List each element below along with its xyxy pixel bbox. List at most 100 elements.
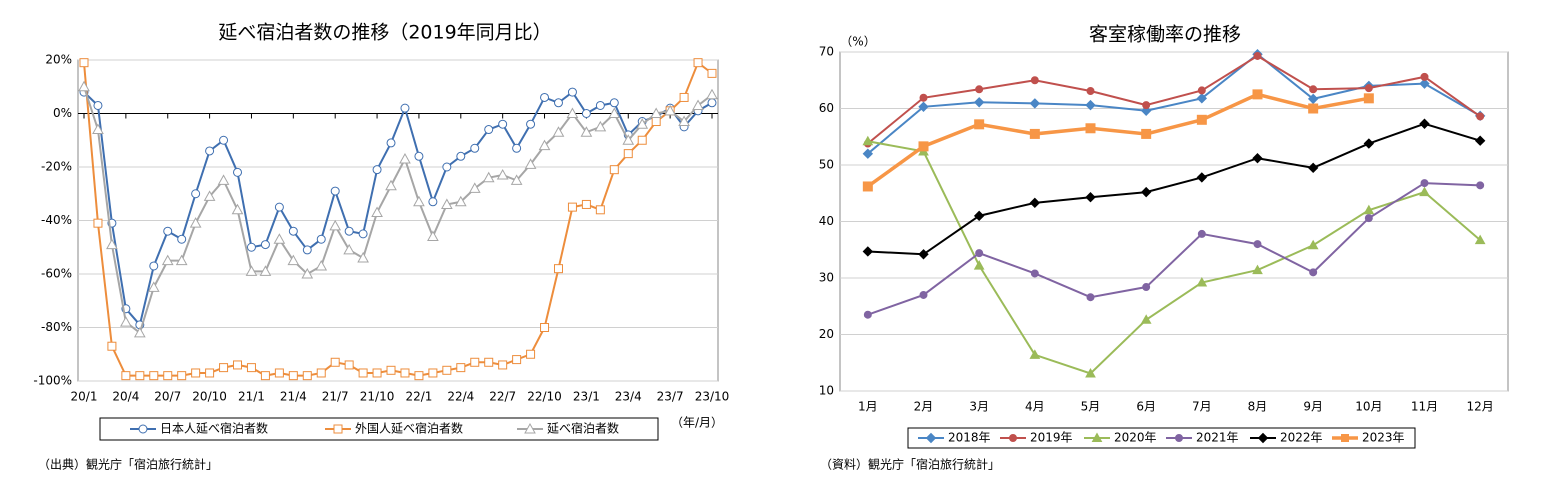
x-tick-label: 23/1: [573, 390, 600, 404]
y-tick-label: -60%: [41, 267, 72, 281]
marker: [975, 85, 984, 94]
marker: [454, 195, 467, 207]
y-tick-label: 50: [819, 158, 834, 172]
marker: [580, 126, 593, 137]
marker: [1140, 105, 1152, 116]
marker: [1419, 186, 1430, 197]
x-tick-label: 12月: [1467, 400, 1494, 414]
legend-box: [907, 427, 1416, 449]
x-tick-label: 22/10: [527, 390, 562, 404]
marker: [147, 281, 160, 292]
marker: [581, 199, 591, 209]
marker: [1140, 186, 1152, 198]
marker: [1142, 101, 1151, 110]
marker: [553, 264, 563, 274]
y-tick-label: 30: [819, 271, 834, 285]
marker: [470, 143, 480, 153]
marker: [637, 135, 647, 145]
marker: [862, 148, 874, 159]
marker: [1030, 76, 1039, 85]
marker: [245, 265, 258, 276]
series-line: [867, 182, 1481, 316]
marker: [274, 368, 284, 378]
x-tick-label: 20/10: [192, 390, 227, 404]
marker: [329, 219, 342, 231]
marker: [1307, 162, 1319, 174]
marker: [1140, 314, 1152, 324]
marker: [191, 368, 201, 378]
marker: [316, 368, 326, 378]
marker: [1029, 98, 1041, 109]
marker: [399, 152, 411, 164]
marker: [177, 234, 187, 244]
series-line: [83, 61, 713, 377]
marker: [259, 265, 272, 276]
marker: [79, 58, 89, 68]
marker: [428, 197, 438, 207]
marker: [1252, 264, 1263, 275]
marker: [315, 259, 328, 271]
marker: [428, 368, 438, 378]
legend-box: [99, 417, 659, 441]
x-tick-label: 6月: [1136, 400, 1156, 414]
marker: [330, 357, 340, 367]
marker: [274, 202, 284, 212]
marker: [273, 233, 286, 244]
marker: [918, 101, 929, 113]
marker: [456, 151, 466, 161]
marker: [1474, 135, 1486, 146]
x-tick-label: 23/7: [657, 390, 684, 404]
marker: [919, 290, 928, 299]
marker: [468, 182, 481, 193]
marker: [120, 316, 132, 327]
marker: [496, 168, 509, 180]
marker: [1252, 89, 1263, 100]
y-tick-label: 10: [819, 384, 834, 398]
marker: [1085, 191, 1096, 203]
marker: [693, 58, 703, 68]
marker: [302, 245, 312, 255]
x-tick-label: 23/4: [615, 390, 642, 404]
marker: [608, 107, 621, 118]
marker: [650, 107, 663, 118]
x-tick-label: 2月: [914, 400, 934, 414]
marker: [1141, 128, 1152, 139]
marker: [246, 242, 256, 252]
marker: [205, 146, 215, 156]
marker: [470, 357, 480, 367]
marker: [526, 349, 536, 359]
marker: [1307, 93, 1319, 105]
y-tick-label: 60: [819, 101, 834, 115]
x-tick-label: 21/1: [238, 390, 265, 404]
marker: [219, 363, 229, 373]
marker: [302, 371, 312, 381]
marker: [386, 138, 396, 148]
marker: [93, 218, 103, 228]
marker: [1029, 197, 1041, 209]
marker: [414, 151, 424, 161]
marker: [622, 134, 635, 145]
marker: [862, 246, 874, 257]
source-note: （出典）観光庁「宿泊旅行統計」: [38, 457, 218, 472]
marker: [163, 226, 173, 236]
x-tick-label: 21/4: [280, 390, 307, 404]
y-tick-label: 0%: [53, 106, 72, 120]
marker: [93, 100, 103, 110]
legend-label: 2020年: [1114, 431, 1157, 445]
marker: [1085, 367, 1096, 378]
marker: [1253, 51, 1262, 60]
marker: [510, 174, 523, 185]
marker: [78, 80, 90, 92]
marker: [595, 100, 605, 110]
marker: [609, 165, 619, 175]
marker: [1476, 112, 1485, 121]
marker: [581, 109, 591, 118]
marker: [135, 371, 145, 381]
x-tick-label: 1月: [858, 400, 878, 414]
y-tick-label: 70: [819, 45, 834, 59]
marker: [1364, 214, 1373, 223]
marker: [217, 174, 230, 185]
marker: [344, 360, 354, 370]
marker: [918, 249, 929, 260]
marker: [1363, 138, 1375, 149]
